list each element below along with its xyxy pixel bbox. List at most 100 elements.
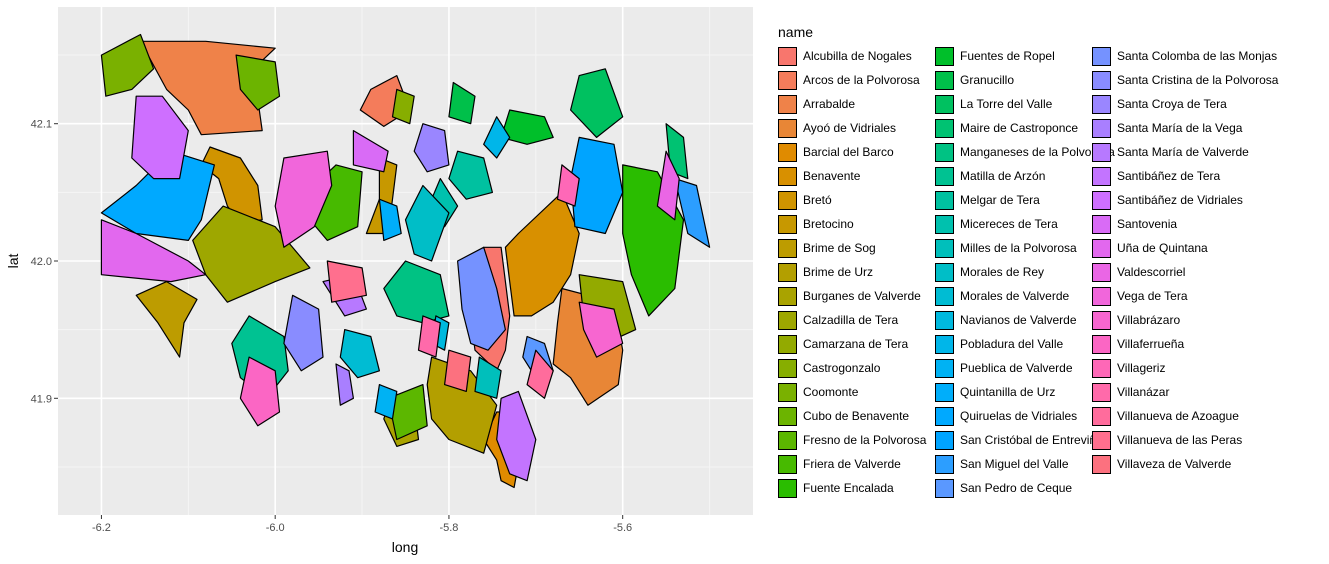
legend-label: Santa María de Valverde bbox=[1117, 145, 1249, 159]
legend-swatch bbox=[778, 238, 797, 258]
legend-item: Bretocino bbox=[778, 212, 935, 236]
legend-swatch bbox=[778, 190, 797, 210]
legend-item: Villageriz bbox=[1092, 356, 1292, 380]
y-tick-label: 41.9 bbox=[31, 393, 52, 405]
legend-item: San Pedro de Ceque bbox=[935, 476, 1092, 500]
legend-item: Santovenia bbox=[1092, 212, 1292, 236]
legend-swatch bbox=[935, 70, 954, 90]
legend-swatch bbox=[1092, 142, 1111, 162]
legend-swatch bbox=[1092, 214, 1111, 234]
legend-label: Benavente bbox=[803, 169, 861, 183]
legend-label: Navianos de Valverde bbox=[960, 313, 1077, 327]
legend-label: Ayoó de Vidriales bbox=[803, 121, 896, 135]
legend-item: Navianos de Valverde bbox=[935, 308, 1092, 332]
legend-swatch bbox=[935, 166, 954, 186]
legend-item: Fuente Encalada bbox=[778, 476, 935, 500]
legend-label: Fresno de la Polvorosa bbox=[803, 433, 927, 447]
legend-label: Cubo de Benavente bbox=[803, 409, 910, 423]
legend-swatch bbox=[1092, 118, 1111, 138]
legend-swatch bbox=[1092, 286, 1111, 306]
legend-swatch bbox=[935, 262, 954, 282]
legend-swatch bbox=[778, 94, 797, 114]
legend-swatch bbox=[1092, 166, 1111, 186]
legend-item: Villanázar bbox=[1092, 380, 1292, 404]
legend-label: Burganes de Valverde bbox=[803, 289, 921, 303]
legend-item: Cubo de Benavente bbox=[778, 404, 935, 428]
legend-item: Barcial del Barco bbox=[778, 140, 935, 164]
legend-item: Arcos de la Polvorosa bbox=[778, 68, 935, 92]
legend-label: Granucillo bbox=[960, 73, 1015, 87]
legend-swatch bbox=[1092, 190, 1111, 210]
legend-item: Quiruelas de Vidriales bbox=[935, 404, 1092, 428]
legend-label: Alcubilla de Nogales bbox=[803, 49, 912, 63]
legend-swatch bbox=[935, 94, 954, 114]
legend-label: Villanueva de las Peras bbox=[1117, 433, 1243, 447]
y-tick-label: 42.0 bbox=[31, 256, 52, 268]
legend-item: Micereces de Tera bbox=[935, 212, 1092, 236]
legend-item: Milles de la Polvorosa bbox=[935, 236, 1092, 260]
legend-swatch bbox=[935, 46, 954, 66]
legend-label: Pobladura del Valle bbox=[960, 337, 1064, 351]
legend-label: Villabrázaro bbox=[1117, 313, 1181, 327]
legend: name Alcubilla de Nogales Arcos de la Pol… bbox=[778, 24, 1292, 500]
legend-swatch bbox=[778, 70, 797, 90]
legend-label: Fuente Encalada bbox=[803, 481, 894, 495]
legend-label: Maire de Castroponce bbox=[960, 121, 1079, 135]
region-benavente: Benavente bbox=[504, 191, 580, 317]
legend-item: Friera de Valverde bbox=[778, 452, 935, 476]
legend-swatch bbox=[1092, 454, 1111, 474]
legend-item: Melgar de Tera bbox=[935, 188, 1092, 212]
y-axis-title: lat bbox=[5, 254, 21, 269]
region-villageriz: Villageriz bbox=[556, 164, 580, 207]
legend-item: Manganeses de la Polvorosa bbox=[935, 140, 1115, 164]
legend-swatch bbox=[778, 46, 797, 66]
region-santa-maria-de-la-vega: Santa María de la Vega bbox=[335, 363, 354, 406]
region-santovenia: Santovenia bbox=[352, 130, 389, 173]
legend-label: Milles de la Polvorosa bbox=[960, 241, 1077, 255]
region-la-torre-del-valle: La Torre del Valle bbox=[569, 68, 624, 138]
legend-swatch bbox=[935, 382, 954, 402]
legend-swatch bbox=[778, 454, 797, 474]
legend-item: Villanueva de Azoague bbox=[1092, 404, 1292, 428]
legend-swatch bbox=[778, 406, 797, 426]
legend-item: Uña de Quintana bbox=[1092, 236, 1292, 260]
legend-label: Santibáñez de Vidriales bbox=[1117, 193, 1243, 207]
legend-label: Santa Cristina de la Polvorosa bbox=[1117, 73, 1279, 87]
legend-item: San Cristóbal de Entreviñas bbox=[935, 428, 1109, 452]
legend-item: Vega de Tera bbox=[1092, 284, 1292, 308]
legend-swatch bbox=[1092, 358, 1111, 378]
region-quintanilla-de-urz: Quintanilla de Urz bbox=[378, 198, 402, 241]
legend-swatch bbox=[1092, 382, 1111, 402]
legend-item: Villanueva de las Peras bbox=[1092, 428, 1292, 452]
legend-swatch bbox=[935, 238, 954, 258]
legend-item: Morales de Valverde bbox=[935, 284, 1092, 308]
legend-swatch bbox=[1092, 262, 1111, 282]
legend-label: Bretocino bbox=[803, 217, 854, 231]
legend-swatch bbox=[935, 454, 954, 474]
x-tick-label: -5.8 bbox=[439, 522, 458, 534]
legend-label: Brime de Sog bbox=[803, 241, 876, 255]
legend-label: San Pedro de Ceque bbox=[960, 481, 1073, 495]
legend-swatch bbox=[778, 334, 797, 354]
legend-swatch bbox=[1092, 70, 1111, 90]
region-quiruelas-de-vidriales: Quiruelas de Vidriales bbox=[100, 150, 215, 241]
legend-item: Bretó bbox=[778, 188, 935, 212]
legend-item: Pueblica de Valverde bbox=[935, 356, 1092, 380]
region-villanueva-de-azoague: Villanueva de Azoague bbox=[526, 349, 554, 399]
legend-item: La Torre del Valle bbox=[935, 92, 1092, 116]
legend-label: Villaferrueña bbox=[1117, 337, 1185, 351]
legend-item: Ayoó de Vidriales bbox=[778, 116, 935, 140]
legend-label: Vega de Tera bbox=[1117, 289, 1188, 303]
legend-item: Santa María de Valverde bbox=[1092, 140, 1292, 164]
legend-item: Villaferrueña bbox=[1092, 332, 1292, 356]
legend-label: Morales de Valverde bbox=[960, 289, 1070, 303]
legend-item: Burganes de Valverde bbox=[778, 284, 935, 308]
legend-item: Villaveza de Valverde bbox=[1092, 452, 1292, 476]
legend-swatch bbox=[935, 430, 954, 450]
legend-label: Villageriz bbox=[1117, 361, 1166, 375]
legend-swatch bbox=[778, 478, 797, 498]
region-morales-de-valverde: Morales de Valverde bbox=[339, 329, 380, 379]
region-castrogonzalo: Castrogonzalo bbox=[391, 88, 415, 125]
legend-label: Quintanilla de Urz bbox=[960, 385, 1056, 399]
